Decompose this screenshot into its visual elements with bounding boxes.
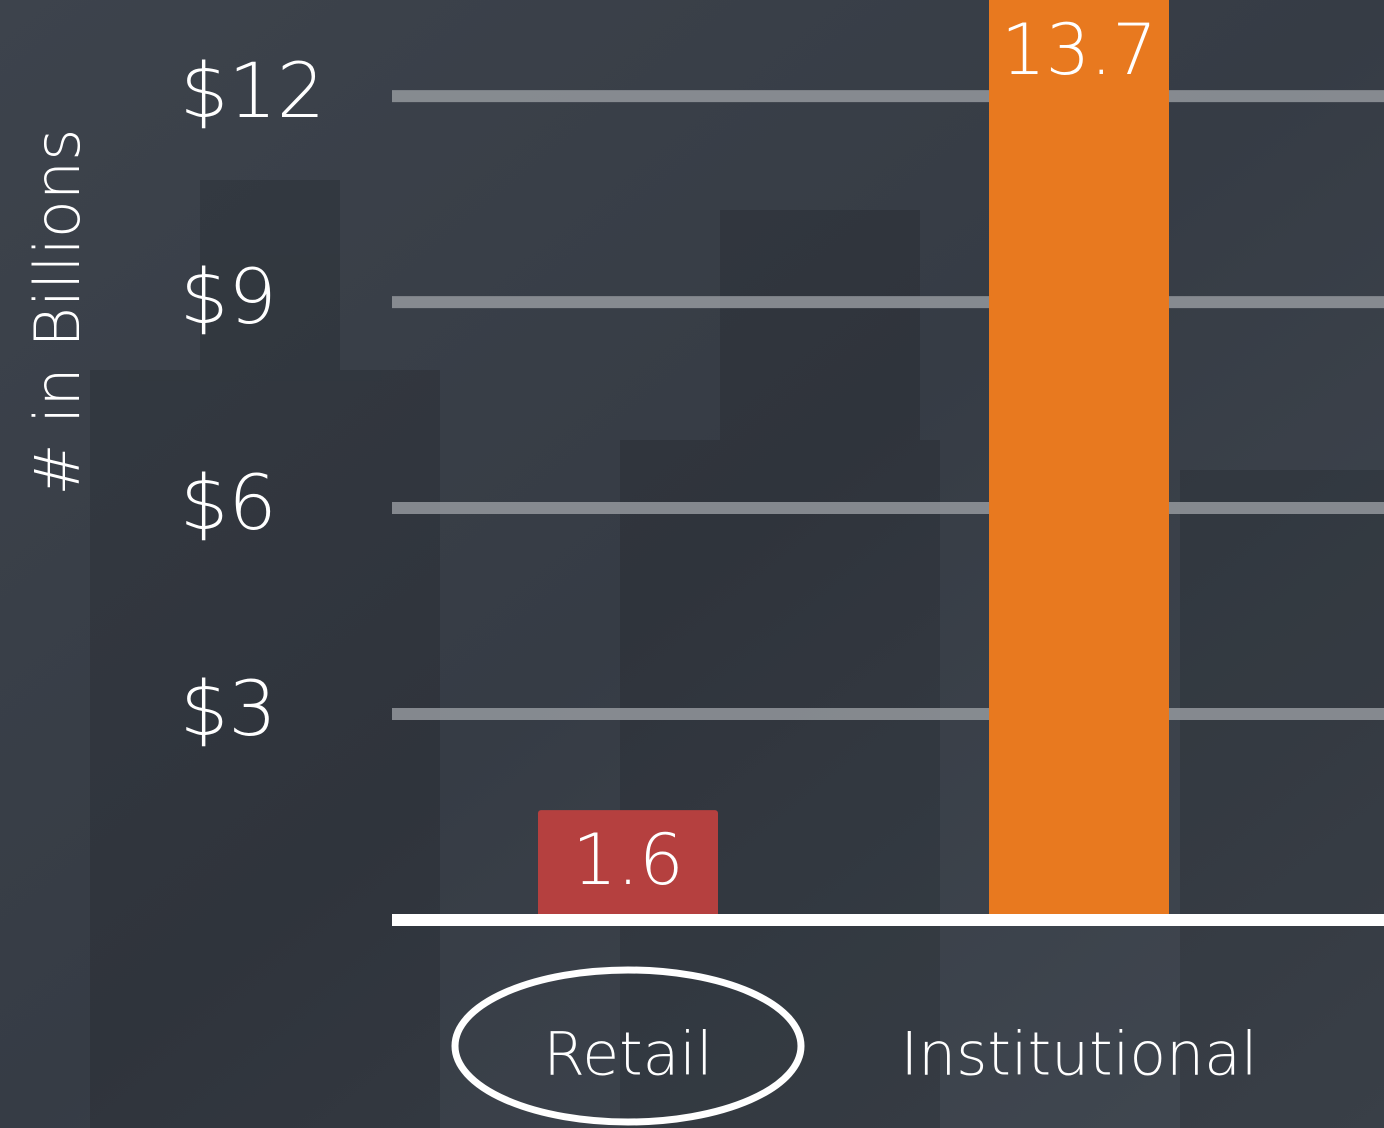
city-texture xyxy=(90,180,1384,1128)
y-tick-label: $9 xyxy=(180,252,277,341)
x-tick-label: Institutional xyxy=(900,1020,1257,1090)
y-axis-label: # in Billions xyxy=(21,129,94,496)
bar xyxy=(538,810,718,920)
value-label: 13.7 xyxy=(1001,9,1157,91)
y-tick-label: $6 xyxy=(180,458,277,547)
y-tick-label: $12 xyxy=(180,46,325,135)
x-tick-label: Retail xyxy=(543,1020,713,1090)
value-label: 1.6 xyxy=(572,819,683,901)
bar xyxy=(989,0,1169,920)
y-tick-label: $3 xyxy=(180,664,277,753)
highlight-ellipse xyxy=(451,966,805,1126)
